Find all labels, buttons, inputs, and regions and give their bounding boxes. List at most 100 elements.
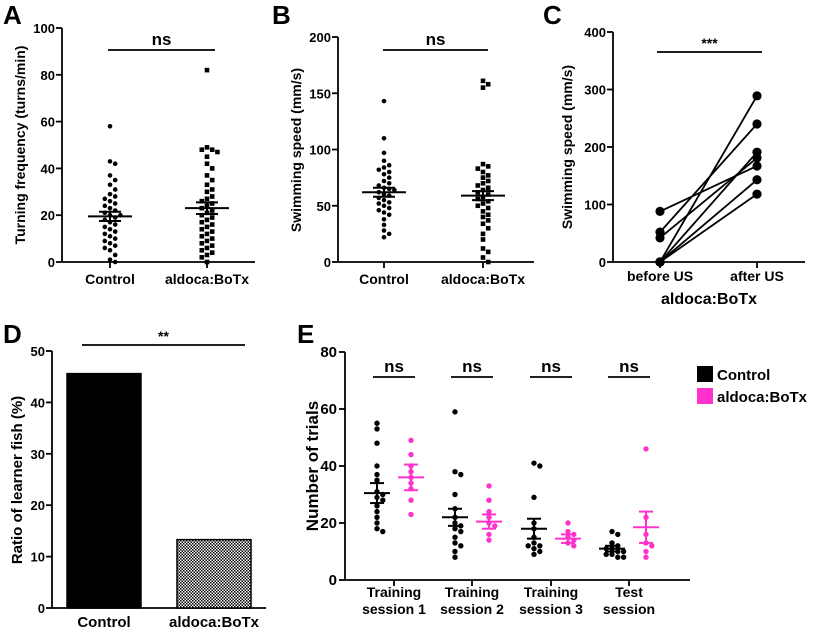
y-tick-label: 20 [41,208,55,223]
data-point-after [752,91,762,101]
data-point [376,207,382,213]
legend-swatch [697,388,713,404]
data-point [486,537,492,543]
x-category-label: Training [445,584,499,600]
data-point [204,259,210,265]
data-point [480,237,486,242]
data-point [381,135,387,141]
data-point [452,548,458,555]
data-point [480,201,486,206]
data-point [480,78,486,84]
data-point [209,222,215,227]
data-point [204,245,210,251]
data-point [107,233,113,239]
panel-letter: D [3,319,22,349]
data-point [531,551,537,558]
data-point [209,194,215,199]
data-point [107,257,113,262]
data-point [374,420,380,426]
data-point [485,198,491,204]
data-point [565,528,571,535]
data-point [452,491,458,498]
data-point [107,159,113,164]
data-point [209,250,215,255]
data-point [525,543,531,549]
paired-line [659,165,758,213]
data-point [480,221,486,227]
data-point [381,98,387,104]
y-tick-label: 60 [41,115,55,130]
data-point [381,234,387,240]
data-point [102,231,108,237]
data-point [112,222,118,227]
data-point [102,224,108,230]
significance-label: ** [158,328,169,344]
significance-label: ns [426,30,446,49]
data-point [209,147,215,152]
data-point [486,531,492,538]
bar-aldoca-botx [176,538,252,609]
data-point [458,528,464,535]
data-point [408,511,414,518]
x-category-label: Control [359,271,409,287]
data-point [458,543,464,549]
panel-letter: E [297,319,314,349]
data-point [209,215,215,220]
data-point [204,67,210,73]
y-tick-label: 10 [31,550,45,565]
data-point [386,180,392,186]
data-point [199,226,205,232]
y-tick-label: 0 [599,255,606,270]
y-tick-label: 20 [320,515,337,532]
data-point [603,551,609,558]
data-point [386,162,392,168]
data-point [537,543,543,549]
data-point [374,426,380,432]
data-point [199,147,205,152]
data-point [485,205,491,211]
data-point-before [655,257,665,267]
y-tick-label: 60 [320,401,337,418]
data-point [102,238,108,244]
data-point [204,238,210,244]
data-point [485,259,491,265]
data-point [374,503,380,509]
data-point [480,175,486,180]
data-point [475,196,481,202]
data-point [480,85,486,90]
data-point [376,201,382,206]
data-point [452,409,458,415]
significance-label: ns [462,357,482,376]
y-axis-label: Number of trials [303,401,322,531]
data-point [204,252,210,258]
data-point [209,208,215,213]
y-tick-label: 200 [584,140,606,155]
data-point [102,245,108,251]
data-point-after [752,147,762,157]
y-tick-label: 0 [38,601,45,616]
data-point [480,246,486,251]
data-point [204,217,210,223]
y-axis-label: Swimming speed (mm/s) [288,68,304,232]
y-tick-label: 50 [31,344,45,359]
data-point [649,543,655,549]
data-point [204,154,210,159]
data-point [475,203,481,209]
data-point [386,169,392,175]
data-point [199,233,205,239]
data-point [199,240,205,246]
x-category-label: aldoca:BoTx [169,614,260,631]
data-point [380,497,386,503]
data-point [199,219,205,225]
data-point [204,189,210,195]
data-point [452,540,458,546]
x-category-label: session [603,601,655,617]
y-tick-label: 0 [48,255,55,270]
data-point [204,196,210,202]
data-point [209,201,215,206]
data-point [480,161,486,167]
data-point [381,203,387,209]
y-axis-label: Ratio of learner fish (%) [9,396,26,564]
